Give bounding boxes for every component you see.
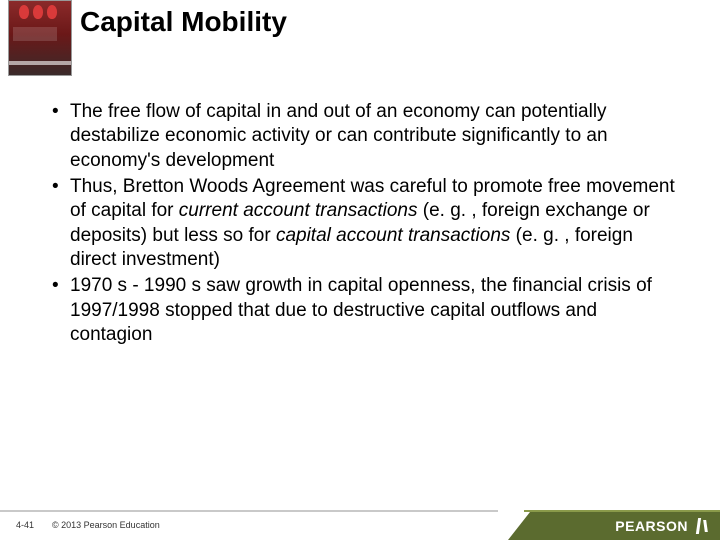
slide-title: Capital Mobility [80,6,287,38]
bullet-item: 1970 s - 1990 s saw growth in capital op… [52,274,680,347]
footer-rule [0,510,498,512]
bullet-list: The free flow of capital in and out of a… [52,100,680,347]
slide-body: The free flow of capital in and out of a… [0,70,720,347]
brand-name: PEARSON [615,518,688,534]
bullet-item: The free flow of capital in and out of a… [52,100,680,173]
page-number: 4-41 [16,520,34,530]
book-cover-thumbnail [8,0,72,76]
bullet-item: Thus, Bretton Woods Agreement was carefu… [52,175,680,272]
copyright-text: © 2013 Pearson Education [52,520,160,530]
slide-footer: 4-41 © 2013 Pearson Education PEARSON [0,510,720,540]
brand-logo-icon [694,518,710,534]
brand-bar: PEARSON [530,512,720,540]
